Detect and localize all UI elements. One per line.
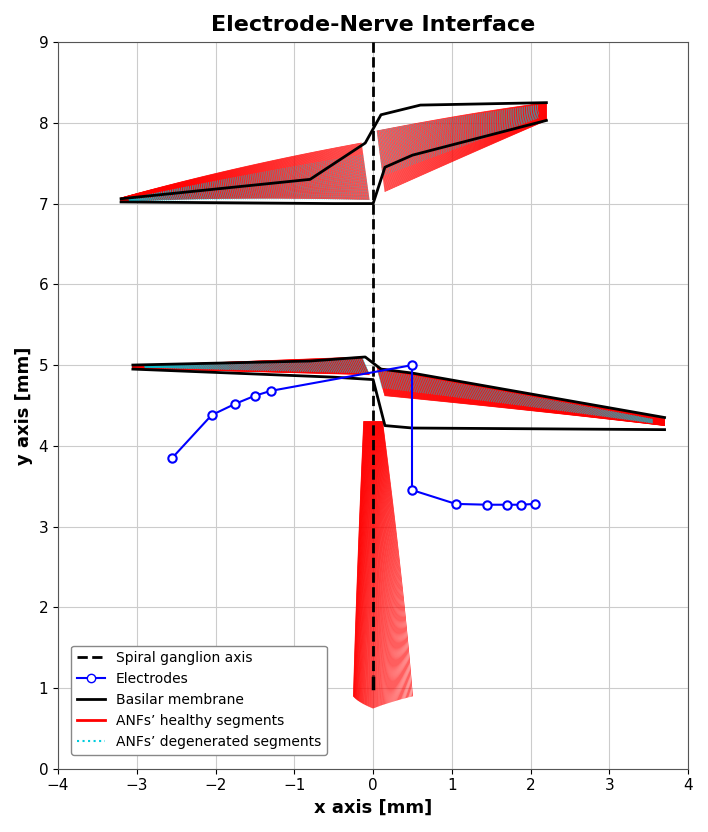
Y-axis label: y axis [mm]: y axis [mm] (15, 346, 33, 464)
X-axis label: x axis [mm]: x axis [mm] (314, 799, 432, 817)
Legend: Spiral ganglion axis, Electrodes, Basilar membrane, ANFs’ healthy segments, ANFs: Spiral ganglion axis, Electrodes, Basila… (72, 646, 326, 755)
Title: Electrode-Nerve Interface: Electrode-Nerve Interface (211, 15, 535, 35)
